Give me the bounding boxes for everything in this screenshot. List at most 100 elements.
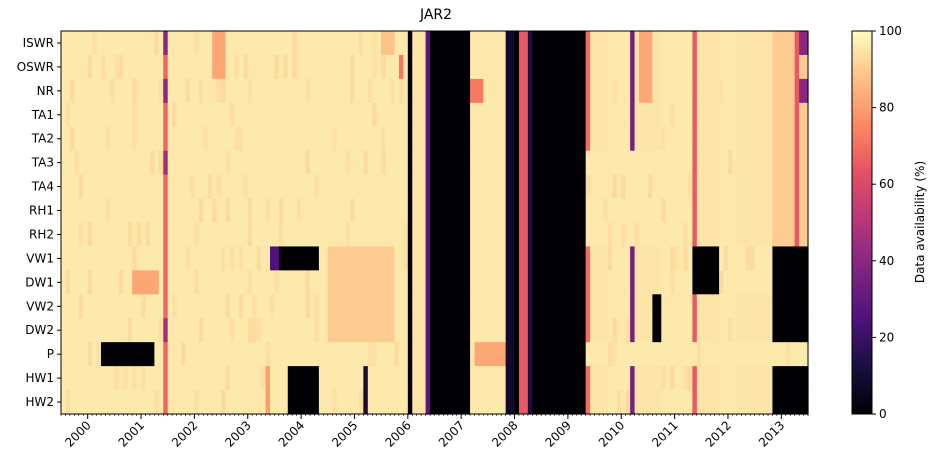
heatmap-cell [505, 246, 511, 271]
heatmap-cell [572, 198, 578, 224]
heatmap-cell [612, 294, 618, 319]
heatmap-cell [559, 294, 565, 319]
heatmap-cell [625, 318, 631, 343]
heatmap-cell [599, 150, 605, 176]
heatmap-cell [167, 78, 173, 104]
heatmap-cell [185, 318, 191, 343]
heatmap-cell [74, 390, 80, 415]
heatmap-cell [594, 126, 600, 152]
heatmap-cell [234, 126, 240, 152]
heatmap-cell [732, 31, 738, 56]
heatmap-cell [403, 294, 409, 319]
heatmap-cell [554, 390, 560, 415]
heatmap-cell [505, 54, 511, 80]
heatmap-cell [692, 222, 698, 248]
heatmap-cell [345, 126, 351, 152]
heatmap-cell [101, 78, 107, 104]
heatmap-cell [247, 390, 253, 415]
heatmap-cell [790, 150, 796, 176]
heatmap-cell [447, 78, 453, 104]
heatmap-cell [781, 318, 787, 343]
heatmap-cell [799, 102, 805, 128]
heatmap-cell [527, 294, 533, 319]
heatmap-cell [65, 102, 71, 128]
heatmap-cell [714, 102, 720, 128]
heatmap-cell [261, 222, 267, 248]
heatmap-cell [323, 294, 329, 319]
heatmap-cell [781, 366, 787, 391]
heatmap-cell [759, 294, 765, 319]
heatmap-cell [256, 126, 262, 152]
heatmap-cell [114, 270, 120, 295]
heatmap-cell [616, 78, 622, 104]
heatmap-cell [714, 54, 720, 80]
heatmap-cell [496, 342, 502, 367]
heatmap-cell [354, 318, 360, 343]
heatmap-cell [318, 198, 324, 224]
heatmap-cell [559, 102, 565, 128]
heatmap-cell [701, 246, 707, 271]
heatmap-cell [438, 198, 444, 224]
heatmap-cell [510, 126, 516, 152]
heatmap-cell [430, 126, 436, 152]
heatmap-cell [87, 174, 93, 200]
heatmap-cell [109, 222, 115, 248]
heatmap-cell [149, 78, 155, 104]
heatmap-cell [652, 126, 658, 152]
heatmap-cell [572, 31, 578, 56]
heatmap-cell [172, 246, 178, 271]
heatmap-cell [287, 294, 293, 319]
heatmap-cell [794, 294, 800, 319]
heatmap-cell [416, 102, 422, 128]
heatmap-cell [745, 222, 751, 248]
heatmap-cell [550, 150, 556, 176]
heatmap-cell [252, 318, 258, 343]
heatmap-cell [581, 222, 587, 248]
row-label: TA3 [31, 156, 54, 170]
heatmap-cell [412, 390, 418, 415]
heatmap-cell [229, 102, 236, 128]
heatmap-cell [296, 294, 302, 319]
heatmap-cell [541, 222, 547, 248]
heatmap-cell [376, 174, 382, 200]
heatmap-cell [567, 174, 573, 200]
heatmap-cell [456, 150, 462, 176]
heatmap-cell [109, 342, 115, 367]
heatmap-cell [305, 126, 311, 152]
heatmap-cell [447, 54, 453, 80]
heatmap-cell [425, 174, 431, 200]
heatmap-cell [105, 390, 111, 415]
row-label: OSWR [17, 60, 54, 74]
heatmap-cell [585, 150, 591, 176]
heatmap-cell [105, 126, 111, 152]
heatmap-cell [310, 174, 316, 200]
heatmap-cell [318, 342, 324, 367]
heatmap-cell [287, 31, 293, 56]
heatmap-cell [518, 342, 525, 367]
heatmap-cell [336, 294, 342, 319]
heatmap-cell [456, 318, 462, 343]
heatmap-cell [318, 150, 324, 176]
heatmap-cell [705, 102, 711, 128]
heatmap-cell [505, 126, 511, 152]
heatmap-cell [207, 78, 213, 104]
heatmap-cell [345, 198, 351, 224]
heatmap-cell [278, 198, 284, 224]
heatmap-cell [510, 31, 516, 56]
heatmap-cell [647, 126, 653, 152]
heatmap-cell [274, 390, 280, 415]
heatmap-cell [710, 78, 716, 104]
heatmap-cell [92, 390, 98, 415]
heatmap-cell [243, 294, 249, 319]
heatmap-cell [612, 150, 618, 176]
heatmap-cell [590, 294, 596, 319]
heatmap-cell [794, 246, 800, 271]
heatmap-cell [132, 198, 138, 224]
heatmap-cell [305, 270, 311, 295]
heatmap-cell [470, 294, 476, 319]
heatmap-cell [590, 390, 596, 415]
heatmap-cell [656, 102, 662, 128]
heatmap-cell [559, 246, 565, 271]
heatmap-cell [194, 54, 200, 80]
heatmap-cell [505, 150, 511, 176]
